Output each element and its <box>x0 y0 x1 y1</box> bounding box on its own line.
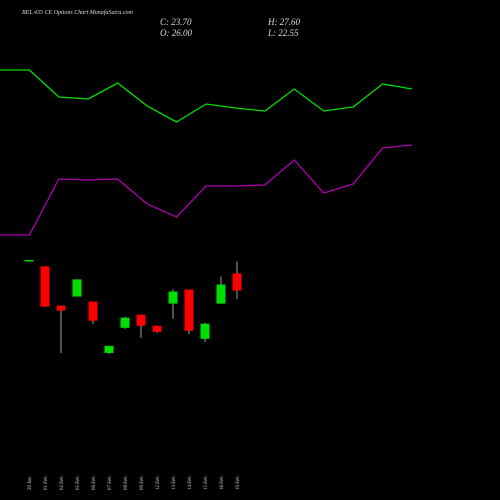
x-tick-label: 07 Feb <box>108 476 113 490</box>
x-tick-label: 08 Feb <box>124 476 129 490</box>
candle-body <box>200 323 210 339</box>
candle-body <box>40 266 50 307</box>
low-label: L: 22.55 <box>267 28 299 38</box>
candle-body <box>72 279 82 297</box>
x-tick-label: 15 Feb <box>204 476 209 490</box>
open-label: O: 26.00 <box>160 28 192 38</box>
candle-body <box>24 260 34 262</box>
indicator-line <box>0 144 413 236</box>
indicator-line <box>0 69 413 123</box>
candle-body <box>56 305 66 311</box>
x-tick-label: 09 Feb <box>140 476 145 490</box>
x-tick-label: 16 Feb <box>220 476 225 490</box>
x-tick-label: 13 Feb <box>172 476 177 490</box>
candle-body <box>184 289 194 331</box>
x-tick-label: 06 Feb <box>92 476 97 490</box>
candle-body <box>104 345 114 353</box>
candle-body <box>136 314 146 326</box>
x-tick-label: 01 Feb <box>44 476 49 490</box>
high-label: H: 27.60 <box>267 17 300 27</box>
candle-body <box>120 317 130 328</box>
candle-body <box>152 325 162 332</box>
candle-body <box>88 301 98 321</box>
close-label: C: 23.70 <box>160 17 192 27</box>
x-tick-label: 29 Jan <box>28 477 33 490</box>
chart-title: BEL 435 CE Options Chart MunafaSutra.com <box>22 9 134 16</box>
x-tick-label: 19 Feb <box>236 476 241 490</box>
x-tick-label: 02 Feb <box>60 476 65 490</box>
x-tick-label: 12 Feb <box>156 476 161 490</box>
candle-body <box>216 284 226 304</box>
x-tick-label: 14 Feb <box>188 476 193 490</box>
x-tick-label: 05 Feb <box>76 476 81 490</box>
candle-body <box>232 273 242 291</box>
candle-body <box>168 291 178 304</box>
